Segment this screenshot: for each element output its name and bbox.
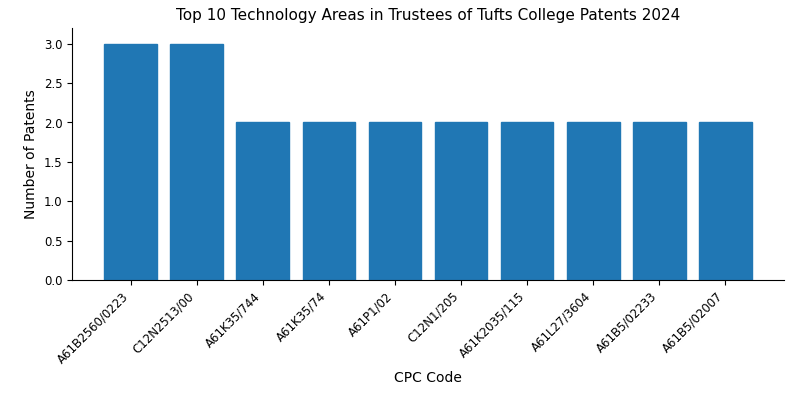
Y-axis label: Number of Patents: Number of Patents — [24, 89, 38, 219]
Title: Top 10 Technology Areas in Trustees of Tufts College Patents 2024: Top 10 Technology Areas in Trustees of T… — [176, 8, 680, 23]
Bar — [698, 122, 752, 280]
Bar — [501, 122, 554, 280]
Bar — [302, 122, 355, 280]
Bar — [170, 44, 223, 280]
Bar — [237, 122, 290, 280]
Bar — [369, 122, 422, 280]
X-axis label: CPC Code: CPC Code — [394, 371, 462, 385]
Bar — [104, 44, 158, 280]
Bar — [434, 122, 487, 280]
Bar — [566, 122, 619, 280]
Bar — [633, 122, 686, 280]
